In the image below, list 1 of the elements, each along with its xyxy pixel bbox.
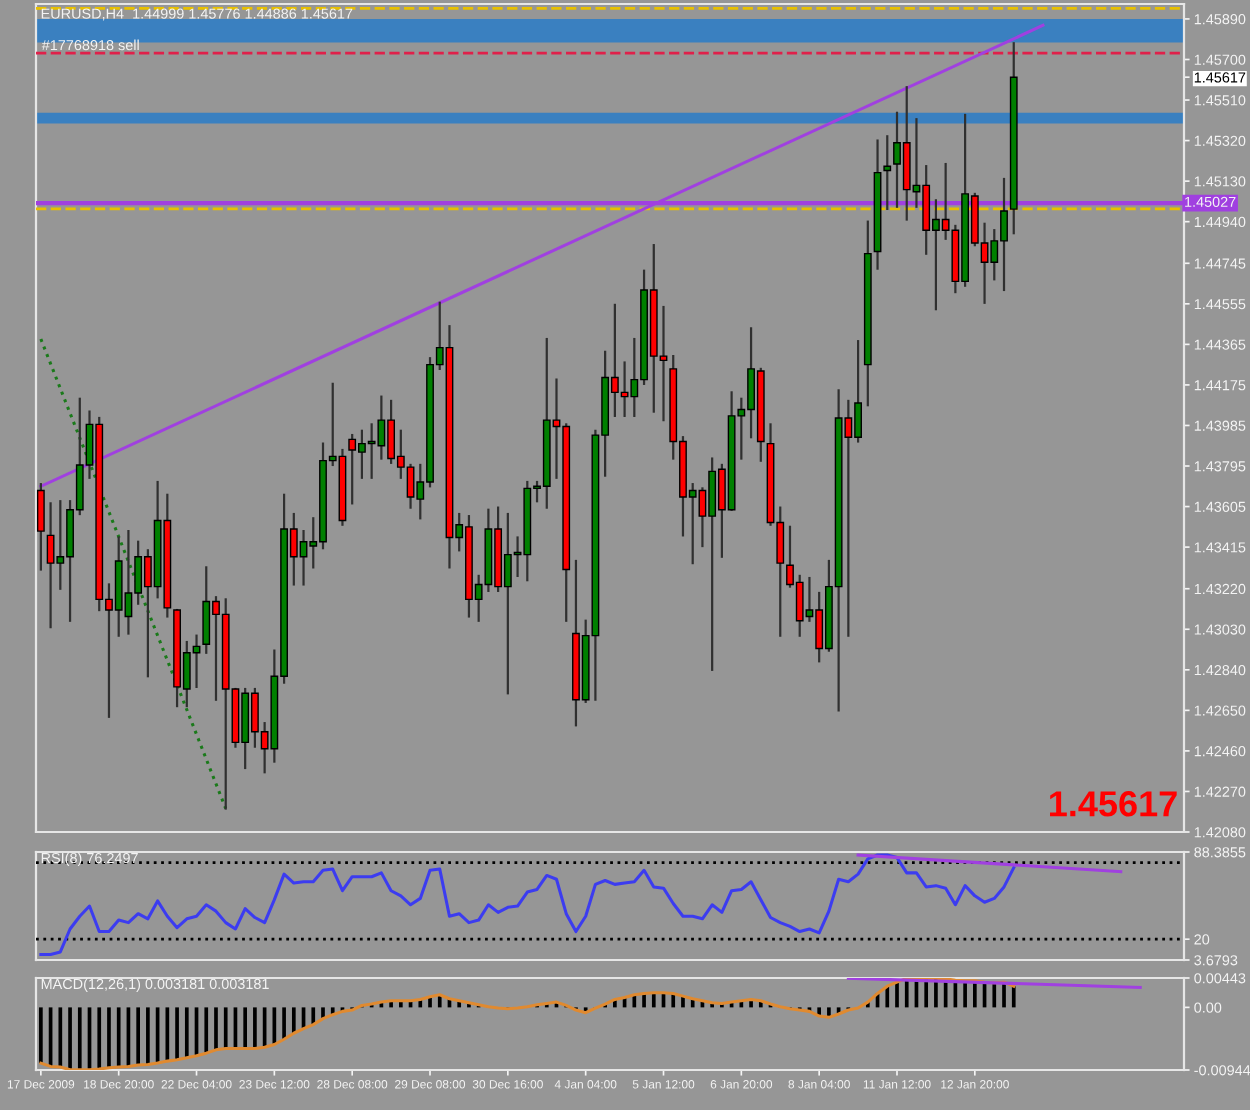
annotation: 1.45617 bbox=[1050, 791, 1177, 817]
